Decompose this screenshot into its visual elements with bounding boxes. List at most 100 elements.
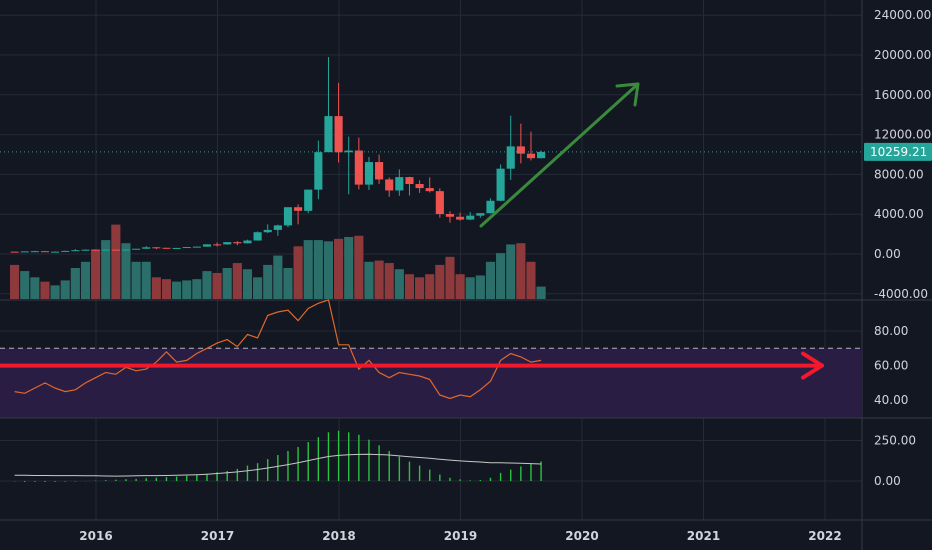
volume-bar	[101, 240, 111, 299]
candle-body	[172, 247, 181, 249]
rsi-band-fill	[0, 348, 862, 418]
volume-bar	[384, 263, 394, 299]
volume-bars	[10, 224, 546, 299]
volume-bar	[242, 269, 253, 299]
drawing-overlays	[0, 82, 824, 380]
x-tick-label: 2021	[687, 529, 720, 543]
volume-bar	[121, 243, 131, 299]
volume-bar	[303, 240, 313, 299]
lower-signal-line	[14, 453, 542, 477]
volume-bar	[222, 268, 232, 299]
candle-body	[405, 177, 414, 185]
volume-bar	[485, 261, 496, 299]
candle-body	[213, 244, 222, 246]
candle-body	[496, 168, 505, 201]
volume-bar	[131, 261, 141, 299]
last-price-tag	[864, 142, 932, 161]
candle-body	[71, 250, 80, 252]
x-tick-label: 2018	[322, 529, 355, 543]
volume-bar	[394, 269, 404, 299]
green-arrow-head	[615, 82, 640, 107]
volume-bar	[465, 277, 475, 299]
candle-body	[456, 216, 465, 220]
volume-bar	[10, 264, 20, 299]
candle-body	[445, 214, 455, 217]
candle-body	[385, 179, 394, 191]
volume-bar	[293, 246, 303, 299]
candle-body	[182, 247, 191, 249]
candle-body	[30, 251, 39, 253]
lower-y-tick-label: 0.00	[874, 474, 901, 488]
rsi-band	[0, 347, 862, 418]
candle-body	[395, 177, 404, 191]
candle-body	[101, 249, 110, 251]
price-y-tick-label: 8000.00	[874, 167, 924, 181]
x-tick-label: 2019	[444, 529, 477, 543]
volume-bar	[161, 279, 172, 299]
candle-body	[61, 250, 70, 252]
candle-body	[81, 249, 90, 251]
volume-bar	[344, 237, 354, 299]
candle-body	[435, 191, 444, 215]
candle-body	[142, 247, 151, 249]
volume-bar	[151, 277, 161, 299]
lower-indicator-series	[13, 430, 542, 482]
volume-bar	[506, 244, 516, 299]
candle-body	[334, 116, 343, 153]
last-price-label: 10259.21	[870, 145, 927, 159]
price-y-tick-label: 4000.00	[874, 207, 924, 221]
price-y-tick-label: 12000.00	[874, 128, 931, 142]
candle-body	[223, 242, 232, 245]
volume-bar	[374, 260, 384, 299]
volume-bar	[30, 277, 40, 299]
candle-body	[162, 247, 171, 249]
candle-body	[294, 207, 303, 211]
candle-body	[466, 215, 475, 220]
price-y-tick-label: 0.00	[874, 247, 901, 261]
candle-body	[243, 240, 252, 244]
candle-body	[192, 246, 201, 248]
volume-bar	[313, 240, 323, 299]
rsi-line-series	[14, 299, 542, 400]
green-arrow-shaft	[479, 82, 640, 228]
candle-body	[354, 150, 363, 185]
volume-bar	[50, 285, 60, 299]
candle-body	[273, 225, 282, 230]
price-y-tick-label: -4000.00	[874, 287, 928, 301]
candle-body	[253, 232, 262, 241]
volume-bar	[516, 243, 526, 299]
candle-body	[375, 162, 384, 180]
volume-bar	[435, 264, 445, 299]
candle-body	[537, 151, 546, 159]
x-tick-label: 2016	[79, 529, 112, 543]
price-y-tick-label: 20000.00	[874, 48, 931, 62]
volume-bar	[425, 274, 435, 299]
volume-bar	[323, 241, 334, 299]
volume-bar	[263, 264, 273, 299]
candle-body	[516, 146, 525, 154]
candle-body	[10, 251, 19, 253]
volume-bar	[283, 268, 293, 299]
volume-bar	[364, 261, 374, 299]
candle-body	[202, 244, 212, 247]
candle-body	[263, 229, 272, 233]
volume-bar	[91, 249, 101, 299]
rsi-y-tick-label: 80.00	[874, 324, 908, 338]
x-tick-label: 2022	[808, 529, 841, 543]
volume-bar	[20, 271, 30, 299]
volume-bar	[182, 280, 192, 299]
price-y-tick-label: 24000.00	[874, 8, 931, 22]
candle-body	[121, 249, 131, 251]
candle-body	[314, 152, 323, 190]
volume-bar	[192, 279, 202, 299]
candle-body	[344, 150, 353, 153]
volume-bar	[536, 286, 546, 299]
lower-y-tick-label: 250.00	[874, 433, 916, 447]
candle-body	[283, 207, 293, 226]
candle-body	[415, 184, 424, 189]
volume-bar	[455, 274, 465, 299]
candle-body	[364, 162, 374, 185]
price-y-tick-label: 16000.00	[874, 88, 931, 102]
volume-bar	[496, 253, 506, 299]
